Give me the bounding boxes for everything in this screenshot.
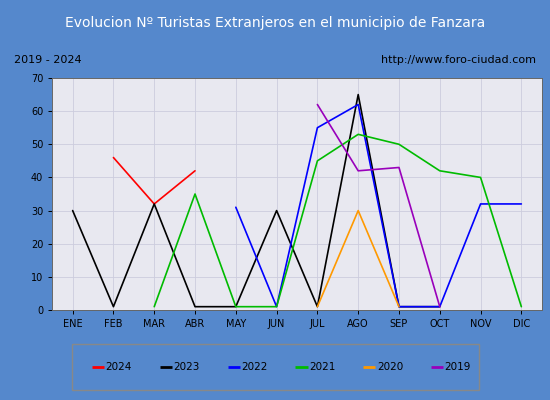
Text: Evolucion Nº Turistas Extranjeros en el municipio de Fanzara: Evolucion Nº Turistas Extranjeros en el … bbox=[65, 16, 485, 30]
Text: http://www.foro-ciudad.com: http://www.foro-ciudad.com bbox=[381, 55, 536, 65]
Text: 2023: 2023 bbox=[173, 362, 200, 372]
Text: 2021: 2021 bbox=[309, 362, 336, 372]
Text: 2024: 2024 bbox=[106, 362, 132, 372]
Text: 2019 - 2024: 2019 - 2024 bbox=[14, 55, 81, 65]
Text: 2019: 2019 bbox=[444, 362, 471, 372]
Text: 2020: 2020 bbox=[377, 362, 403, 372]
Text: 2022: 2022 bbox=[241, 362, 267, 372]
